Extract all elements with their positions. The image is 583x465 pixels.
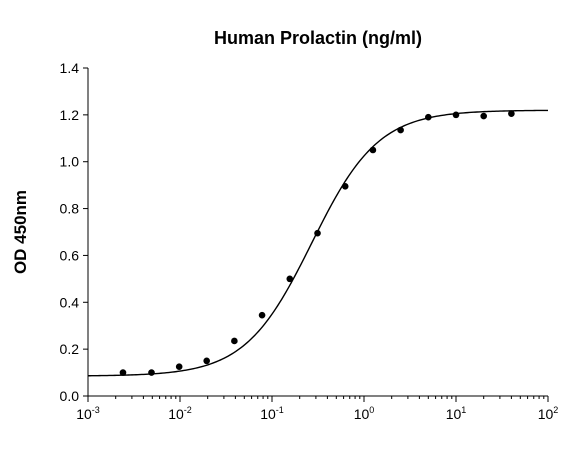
x-tick-label: 10-3 xyxy=(76,405,100,422)
plot-area: 0.00.20.40.60.81.01.21.410-3 10-2 10-1 100 1… xyxy=(60,60,559,422)
data-point xyxy=(148,369,155,376)
data-point xyxy=(508,110,515,117)
x-tick-base: 10 xyxy=(446,406,462,422)
data-point xyxy=(397,126,404,134)
y-tick-label: 1.4 xyxy=(60,60,80,76)
x-tick-label: 101 xyxy=(446,405,467,422)
data-point xyxy=(175,363,183,371)
x-tick-exponent: -2 xyxy=(184,405,192,415)
data-point xyxy=(341,183,349,190)
data-point xyxy=(119,369,127,376)
x-tick-label: 102 xyxy=(538,405,559,422)
data-point xyxy=(480,112,487,120)
x-tick-exponent: 2 xyxy=(553,405,558,415)
x-tick-exponent: 1 xyxy=(461,405,466,415)
fit-curve xyxy=(87,109,549,377)
y-tick-label: 0.6 xyxy=(60,247,80,263)
data-point xyxy=(369,146,377,154)
y-tick-label: 0.8 xyxy=(60,201,80,217)
x-tick-label: 10-1 xyxy=(260,405,284,422)
y-tick-label: 1.2 xyxy=(60,107,80,123)
x-tick-exponent: -3 xyxy=(92,405,100,415)
y-tick-label: 0.2 xyxy=(60,341,80,357)
x-tick-label: 100 xyxy=(354,405,375,422)
x-tick-exponent: 0 xyxy=(369,405,374,415)
data-point xyxy=(286,275,294,283)
data-point xyxy=(314,229,321,237)
x-tick-base: 10 xyxy=(76,406,92,422)
chart-title: Human Prolactin (ng/ml) xyxy=(214,28,422,48)
data-point xyxy=(425,113,432,121)
data-point xyxy=(203,357,210,365)
x-tick-base: 10 xyxy=(260,406,276,422)
x-tick-base: 10 xyxy=(168,406,184,422)
y-tick-label: 1.0 xyxy=(60,154,80,170)
y-tick-label: 0.0 xyxy=(60,388,80,404)
x-tick-base: 10 xyxy=(354,406,370,422)
data-point xyxy=(452,111,460,119)
y-axis-label: OD 450nm xyxy=(11,190,30,274)
x-tick-label: 10-2 xyxy=(168,405,192,422)
y-tick-label: 0.4 xyxy=(60,294,80,310)
x-tick-exponent: -1 xyxy=(276,405,284,415)
data-point xyxy=(258,311,266,319)
x-tick-base: 10 xyxy=(538,406,554,422)
data-point xyxy=(231,337,238,345)
